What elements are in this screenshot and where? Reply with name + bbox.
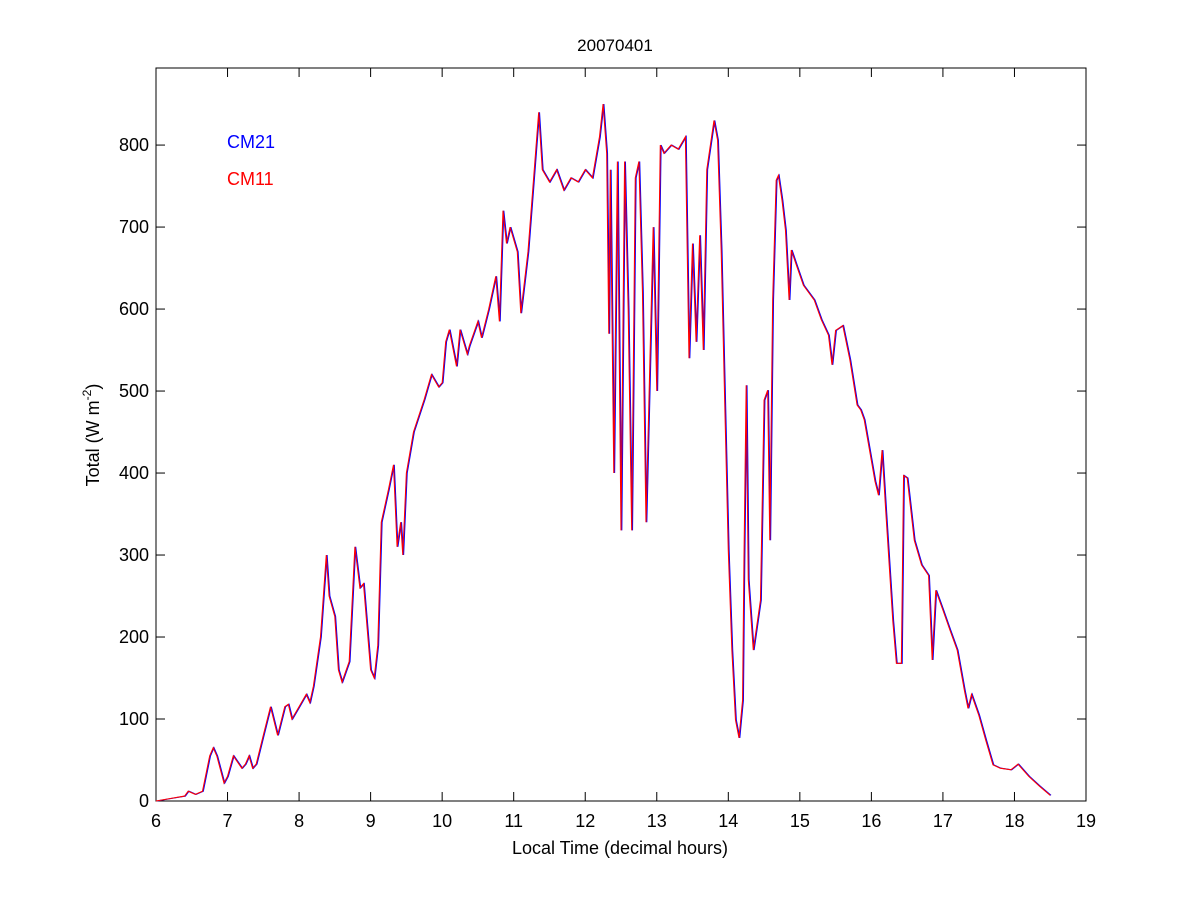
x-tick-label: 6 <box>151 811 161 831</box>
series-line-cm11 <box>155 104 1051 802</box>
y-tick-label: 400 <box>119 463 149 483</box>
y-axis-label-end: ) <box>83 384 103 390</box>
y-tick-label: 500 <box>119 381 149 401</box>
x-tick-label: 8 <box>294 811 304 831</box>
y-axis-label: Total (W m-2) <box>80 384 103 487</box>
x-tick-label: 19 <box>1076 811 1096 831</box>
x-tick-label: 13 <box>647 811 667 831</box>
y-tick-label: 700 <box>119 217 149 237</box>
chart-title: 20070401 <box>577 36 653 55</box>
y-axis-label-sup: -2 <box>80 389 94 400</box>
y-tick-label: 300 <box>119 545 149 565</box>
legend-cm21: CM21 <box>227 132 275 152</box>
x-tick-label: 9 <box>366 811 376 831</box>
x-tick-label: 14 <box>718 811 738 831</box>
y-tick-label: 100 <box>119 709 149 729</box>
x-tick-label: 15 <box>790 811 810 831</box>
x-tick-label: 12 <box>575 811 595 831</box>
y-axis-label-main: Total (W m <box>83 400 103 486</box>
x-tick-label: 11 <box>504 811 523 831</box>
series-line-cm21 <box>156 104 1052 802</box>
x-tick-label: 18 <box>1004 811 1024 831</box>
y-tick-label: 600 <box>119 299 149 319</box>
x-tick-label: 16 <box>861 811 881 831</box>
x-axis-label: Local Time (decimal hours) <box>512 838 728 858</box>
x-tick-label: 7 <box>223 811 233 831</box>
y-tick-label: 200 <box>119 627 149 647</box>
y-tick-label: 0 <box>139 791 149 811</box>
y-tick-label: 800 <box>119 135 149 155</box>
legend-cm11: CM11 <box>227 169 274 189</box>
x-tick-label: 17 <box>933 811 953 831</box>
x-tick-label: 10 <box>432 811 452 831</box>
